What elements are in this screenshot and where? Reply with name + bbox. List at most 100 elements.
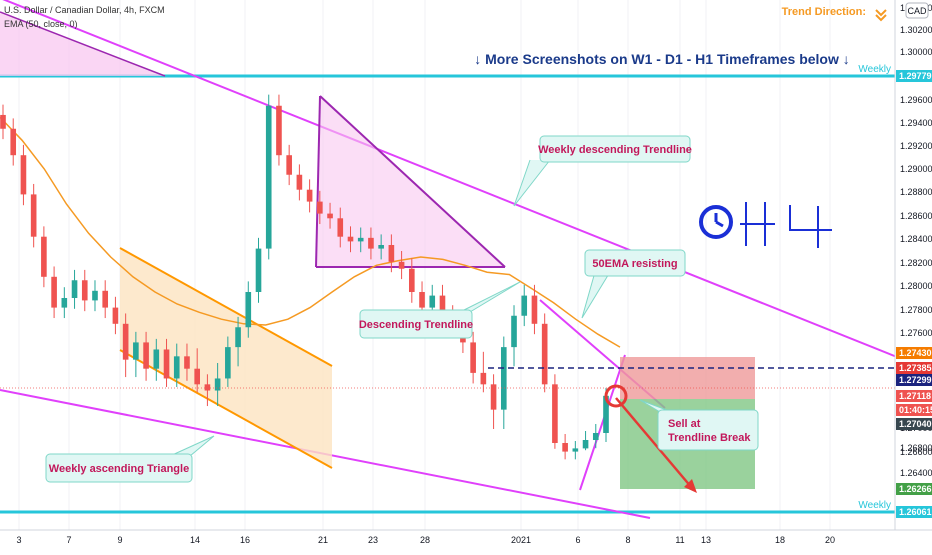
time-tick-label: 16 <box>240 535 250 545</box>
candle-body[interactable] <box>10 128 17 156</box>
candle-body[interactable] <box>357 237 364 242</box>
candle-body[interactable] <box>225 347 231 379</box>
candle-body[interactable] <box>490 384 497 410</box>
candle-body[interactable] <box>398 261 405 269</box>
time-ticks: 3 7 9 14 16 21 23 28 2021 6 8 11 13 18 20 <box>16 535 835 545</box>
callout-sell-line2: Trendline Break <box>668 432 751 444</box>
candle-body[interactable] <box>327 213 333 219</box>
candle-body[interactable] <box>184 356 190 369</box>
descending-trendline[interactable] <box>319 95 506 268</box>
price-tag-target[interactable] <box>896 483 932 495</box>
candle-body[interactable] <box>521 295 528 316</box>
candle-body[interactable] <box>541 323 548 385</box>
candle-body[interactable] <box>265 105 272 249</box>
price-axis[interactable] <box>895 0 932 530</box>
price-tag-weekly-support[interactable] <box>896 506 932 518</box>
candle-body[interactable] <box>419 292 425 308</box>
candle-body[interactable] <box>439 295 446 316</box>
sell-arrow-shaft <box>615 397 693 489</box>
channel-upper-line[interactable] <box>119 247 333 367</box>
channel-lower-line[interactable] <box>119 349 333 469</box>
candle-body[interactable] <box>480 372 487 385</box>
candle-body[interactable] <box>245 292 252 328</box>
time-tick-label: 7 <box>66 535 71 545</box>
candle-body[interactable] <box>112 307 119 324</box>
candle-body[interactable] <box>194 368 200 385</box>
candle-body[interactable] <box>71 280 78 298</box>
candle-body[interactable] <box>296 174 303 190</box>
candle-body[interactable] <box>562 443 568 452</box>
candle-body[interactable] <box>173 356 180 379</box>
rising-support-line[interactable] <box>579 354 626 491</box>
candle-body[interactable] <box>51 276 57 308</box>
candle-body[interactable] <box>429 295 436 308</box>
time-axis[interactable] <box>0 530 932 550</box>
candle-body[interactable] <box>163 349 170 379</box>
weekly-descending-trendline[interactable] <box>0 0 898 358</box>
price-tag-countdown[interactable] <box>896 404 932 416</box>
callout-sell[interactable]: Sell at Trendline Break <box>639 399 759 451</box>
callout-weekly-ascending[interactable]: Weekly ascending Triangle <box>45 435 215 483</box>
candle-body[interactable] <box>102 290 109 308</box>
candle-body[interactable] <box>531 295 538 324</box>
candle-body[interactable] <box>286 155 292 175</box>
candle-body[interactable] <box>388 245 395 262</box>
currency-badge[interactable] <box>905 2 929 19</box>
candle-body[interactable] <box>378 245 384 249</box>
candle-body[interactable] <box>153 349 160 369</box>
candle-body[interactable] <box>204 384 211 391</box>
candle-body[interactable] <box>500 347 507 410</box>
indicator-label: EMA (50, close, 0) <box>4 19 78 29</box>
candle-body[interactable] <box>603 395 609 433</box>
candle-body[interactable] <box>0 114 6 129</box>
callout-ema-resisting[interactable]: 50EMA resisting <box>581 249 686 319</box>
candle-body[interactable] <box>133 342 139 360</box>
candle-body[interactable] <box>81 280 88 301</box>
candle-body[interactable] <box>122 323 129 360</box>
candle-body[interactable] <box>347 236 354 242</box>
candle-body[interactable] <box>470 342 476 373</box>
candle-body[interactable] <box>337 218 344 237</box>
price-tag-stop-top[interactable] <box>896 347 932 359</box>
candle-body[interactable] <box>368 237 374 249</box>
trendline-break-marker[interactable] <box>604 384 628 408</box>
double-chevron-down-icon[interactable] <box>875 9 887 22</box>
time-tick-label: 9 <box>117 535 122 545</box>
candle-body[interactable] <box>409 268 415 292</box>
price-tag-last-close[interactable] <box>896 390 932 402</box>
callout-ema-resisting-text: 50EMA resisting <box>592 258 677 270</box>
candle-body[interactable] <box>41 236 47 277</box>
time-tick-label: 20 <box>825 535 835 545</box>
candle-body[interactable] <box>552 384 558 443</box>
clock-icon <box>699 205 733 239</box>
candle-body[interactable] <box>92 290 98 301</box>
candle-body[interactable] <box>572 448 579 452</box>
price-tag-entry[interactable] <box>896 374 932 386</box>
candle-body[interactable] <box>582 440 589 449</box>
candle-body[interactable] <box>61 298 68 308</box>
candle-body[interactable] <box>592 433 599 440</box>
time-tick-label: 21 <box>318 535 328 545</box>
price-tag-last-high[interactable] <box>896 362 932 374</box>
time-tick-label: 13 <box>701 535 711 545</box>
candle-body[interactable] <box>214 378 221 391</box>
time-tick-label: 11 <box>675 535 684 545</box>
candle-body[interactable] <box>143 342 149 369</box>
candle-body[interactable] <box>20 155 27 195</box>
candle-body[interactable] <box>276 105 282 156</box>
price-tag-position-split[interactable] <box>896 418 932 430</box>
candle-body[interactable] <box>511 315 517 348</box>
price-tag-weekly-resistance[interactable] <box>896 70 932 82</box>
stop-loss-zone[interactable] <box>620 357 755 399</box>
price-tag-last-close-text: 1.27118 <box>899 391 931 401</box>
candle-body[interactable] <box>255 248 262 292</box>
price-tag-position-split-text: 1.27040 <box>899 419 932 429</box>
candle-body[interactable] <box>235 327 241 348</box>
callout-descending-trendline[interactable]: Descending Trendline <box>359 281 521 339</box>
candle-body[interactable] <box>30 194 37 237</box>
price-tick-label: 1.30200 <box>900 25 932 35</box>
candle-body[interactable] <box>317 201 323 214</box>
callout-weekly-descending[interactable]: Weekly descending Trendline <box>513 135 692 207</box>
candle-body[interactable] <box>306 189 313 202</box>
